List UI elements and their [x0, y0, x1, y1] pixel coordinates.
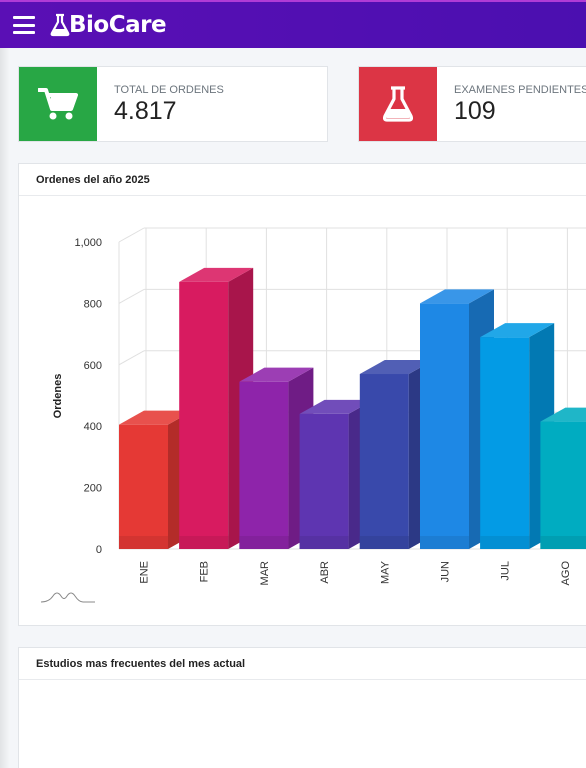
bar-base-shade — [540, 536, 586, 549]
x-tick-label: AGO — [560, 561, 572, 586]
wave-decoration-icon — [40, 592, 95, 603]
bar-top — [239, 367, 314, 382]
grid-line — [118, 350, 145, 366]
bar-top — [119, 410, 193, 425]
bar-top — [480, 323, 555, 338]
bar-top — [299, 399, 374, 414]
y-tick-label: 200 — [84, 483, 102, 495]
bar-top — [179, 267, 254, 282]
stat-label: TOTAL DE ORDENES — [114, 84, 224, 96]
orders-chart-card: Ordenes del año 2025 0 200 400 600 800 1,000 O… — [18, 163, 586, 626]
bar-top — [540, 407, 586, 422]
stat-body: TOTAL DE ORDENES 4.817 — [97, 67, 224, 141]
brand-name: BioCare — [69, 12, 167, 38]
frequent-studies-card: Estudios mas frecuentes del mes actual — [18, 647, 586, 768]
bar-front — [119, 424, 168, 549]
y-tick-label: 1,000 — [74, 237, 102, 249]
bar-base-shade — [119, 536, 168, 549]
y-tick-label: 400 — [84, 421, 102, 433]
bar-front — [359, 374, 409, 549]
hamburger-icon[interactable] — [13, 16, 35, 34]
grid-line — [118, 288, 145, 304]
bar-front — [239, 381, 289, 549]
stat-value: 109 — [454, 97, 496, 125]
stat-total-orders: TOTAL DE ORDENES 4.817 — [18, 66, 328, 142]
card-title: Ordenes del año 2025 — [19, 164, 586, 196]
bar-top — [420, 289, 494, 304]
bar-base-shade — [480, 536, 530, 549]
grid-line — [118, 227, 145, 243]
bar-front — [299, 413, 349, 549]
y-tick-label: 800 — [84, 298, 102, 310]
stat-icon-box — [19, 67, 97, 141]
bar-base-shade — [420, 536, 469, 549]
top-navbar: BioCare — [0, 0, 586, 48]
y-axis-label: Ordenes — [52, 374, 64, 419]
card-title: Estudios mas frecuentes del mes actual — [19, 648, 586, 680]
orders-bar-chart: 0 200 400 600 800 1,000 Ordenes ENE FEB MAR ABR MAY… — [40, 227, 586, 603]
bar-base-shade — [239, 536, 289, 549]
stat-body: EXAMENES PENDIENTES 109 — [437, 67, 586, 141]
y-tick-label: 600 — [84, 360, 102, 372]
bar-front — [420, 303, 469, 549]
stat-value: 4.817 — [114, 97, 177, 125]
stat-pending-exams: EXAMENES PENDIENTES 109 — [358, 66, 586, 142]
bar-front — [540, 421, 586, 549]
cart-icon — [38, 88, 78, 120]
stat-icon-box — [359, 67, 437, 141]
x-tick-label: JUN — [440, 561, 452, 582]
bar-base-shade — [299, 536, 349, 549]
flask-icon — [383, 86, 413, 122]
x-tick-label: ABR — [319, 561, 331, 584]
x-tick-label: MAR — [259, 561, 271, 586]
stat-label: EXAMENES PENDIENTES — [454, 84, 586, 96]
x-tick-label: MAY — [379, 560, 391, 584]
bar-front — [179, 281, 229, 549]
x-tick-label: ENE — [139, 561, 151, 584]
y-tick-label: 0 — [96, 544, 102, 556]
x-tick-label: FEB — [199, 561, 211, 582]
bar-front — [480, 337, 530, 549]
bar-base-shade — [359, 536, 409, 549]
bar-top — [359, 360, 434, 375]
x-tick-label: JUL — [500, 561, 512, 581]
flask-icon — [50, 13, 70, 37]
brand-logo[interactable]: BioCare — [49, 12, 167, 38]
bar-base-shade — [179, 536, 229, 549]
sidebar-edge-shadow — [0, 48, 10, 768]
